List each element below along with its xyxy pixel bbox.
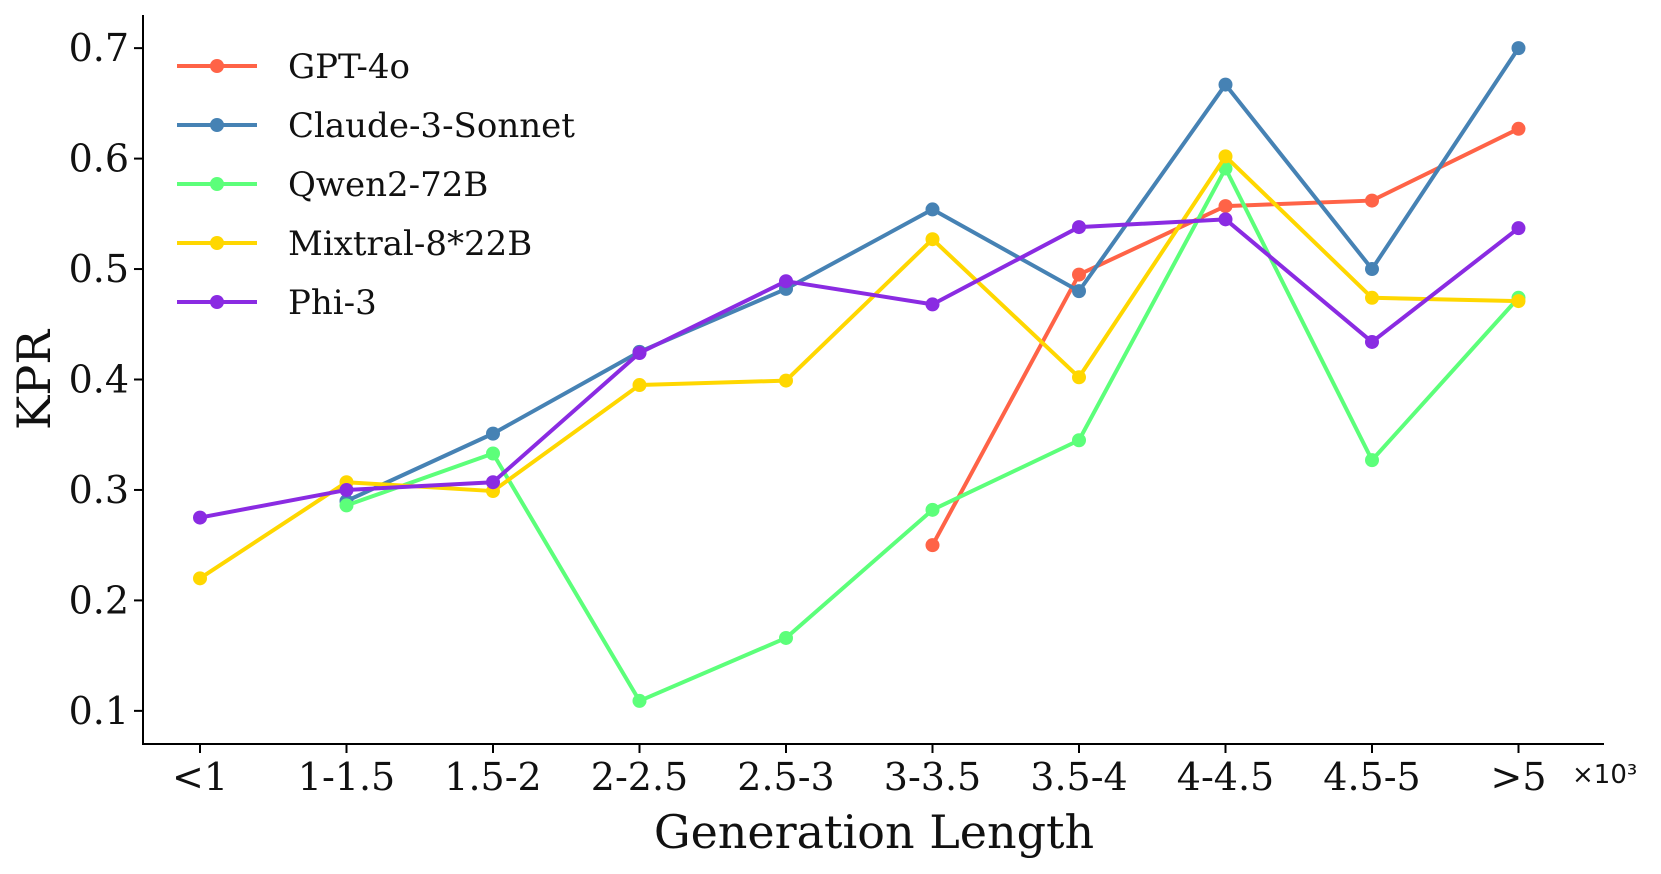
x-axis-multiplier: ×10³ [1572,760,1637,790]
data-point-phi-3 [1072,220,1086,235]
data-point-mixtral-8-22b [1218,149,1233,164]
legend: GPT-4o Claude-3-Sonnet Qwen2-72B Mixtral-8*… [177,47,575,323]
series-layer [193,41,1526,708]
series-line-phi-3 [199,217,1520,520]
data-point-mixtral-8-22b [925,232,940,247]
data-point-phi-3 [193,510,207,525]
x-tick-label: 2.5-3 [737,755,834,799]
data-point-claude-3-sonnet [1511,41,1526,56]
x-tick-label: 1-1.5 [298,755,395,799]
x-tick-label: 4.5-5 [1323,755,1420,799]
legend-item-qwen2-72b: Qwen2-72B [177,165,488,205]
legend-label: GPT-4o [288,47,410,87]
data-point-qwen2-72b [1072,433,1086,448]
data-point-gpt-4o [1218,199,1233,214]
data-point-phi-3 [1511,221,1526,236]
data-point-qwen2-72b [339,498,354,513]
series-line-gpt-4o [930,126,1520,547]
data-point-qwen2-72b [1365,453,1379,468]
data-point-gpt-4o [925,538,940,553]
y-tick-label: 0.7 [69,26,129,70]
data-point-claude-3-sonnet [925,202,940,217]
legend-swatch-marker [210,177,224,191]
data-point-qwen2-72b [632,693,647,708]
data-point-mixtral-8-22b [1511,294,1526,309]
legend-item-mixtral-8-22b: Mixtral-8*22B [177,224,532,264]
legend-label: Phi-3 [288,283,377,323]
legend-label: Mixtral-8*22B [288,224,532,264]
data-point-phi-3 [1365,334,1379,349]
series-line-mixtral-8-22b [198,154,1519,580]
data-point-mixtral-8-22b [1365,290,1379,305]
series-gpt-4o [925,121,1526,553]
x-tick-label: 3-3.5 [884,755,981,799]
data-point-claude-3-sonnet [486,426,500,441]
series-phi-3 [193,212,1526,525]
data-point-mixtral-8-22b [1072,370,1086,385]
y-tick-label: 0.2 [69,578,129,622]
x-tick-label: 1.5-2 [444,755,541,799]
legend-swatch-marker [210,59,224,73]
x-tick-label: 4-4.5 [1177,755,1274,799]
data-point-phi-3 [632,345,647,360]
data-point-phi-3 [1218,212,1233,227]
data-point-phi-3 [779,274,793,289]
data-point-qwen2-72b [486,446,500,461]
x-tick-label: 3.5-4 [1030,755,1127,799]
y-tick-label: 0.4 [69,358,129,402]
y-ticks: 0.1 0.2 0.3 0.4 0.5 0.6 0.7 [69,26,143,733]
legend-item-claude-3-sonnet: Claude-3-Sonnet [177,106,575,146]
x-tick-label: 2-2.5 [591,755,688,799]
data-point-claude-3-sonnet [1365,262,1379,277]
data-point-phi-3 [486,475,500,490]
data-point-claude-3-sonnet [1218,77,1233,92]
data-point-qwen2-72b [925,502,940,517]
data-point-mixtral-8-22b [632,378,647,393]
legend-swatch-marker [210,118,224,132]
data-point-phi-3 [339,482,354,497]
legend-swatch-marker [210,295,224,309]
x-axis-title: Generation Length [654,805,1094,859]
data-point-mixtral-8-22b [779,373,793,388]
legend-label: Claude-3-Sonnet [288,106,575,146]
data-point-gpt-4o [1072,267,1086,282]
data-point-gpt-4o [1365,193,1379,208]
data-point-claude-3-sonnet [1072,284,1086,299]
y-tick-label: 0.1 [69,689,129,733]
y-axis-title: KPR [7,329,61,430]
data-point-phi-3 [925,297,940,312]
data-point-qwen2-72b [779,630,793,645]
x-ticks: <1 1-1.5 1.5-2 2-2.5 2.5-3 3-3.5 3.5-4 4-4.5 4.5… [172,744,1547,799]
y-tick-label: 0.3 [69,468,129,512]
legend-label: Qwen2-72B [288,165,488,205]
data-point-mixtral-8-22b [193,571,207,586]
x-tick-label: <1 [172,755,228,799]
data-point-gpt-4o [1511,121,1526,136]
y-tick-label: 0.6 [69,137,129,181]
legend-item-phi-3: Phi-3 [177,283,377,323]
legend-swatch-marker [210,236,224,250]
y-tick-label: 0.5 [69,247,129,291]
x-tick-label: >5 [1490,755,1546,799]
legend-item-gpt-4o: GPT-4o [177,47,410,87]
